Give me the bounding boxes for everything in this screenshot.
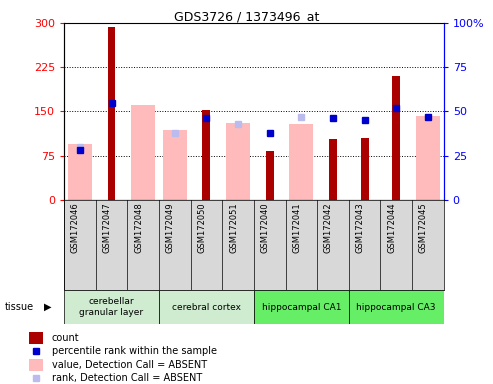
Text: GSM172049: GSM172049 [166, 202, 175, 253]
Text: GSM172040: GSM172040 [261, 202, 270, 253]
Text: GSM172047: GSM172047 [103, 202, 111, 253]
Bar [107, 27, 115, 200]
Text: GSM172048: GSM172048 [134, 202, 143, 253]
Text: count: count [52, 333, 79, 343]
Text: GDS3726 / 1373496_at: GDS3726 / 1373496_at [174, 10, 319, 23]
Text: percentile rank within the sample: percentile rank within the sample [52, 346, 217, 356]
Bar [416, 116, 440, 200]
Text: hippocampal CA1: hippocampal CA1 [262, 303, 341, 312]
Text: GSM172043: GSM172043 [355, 202, 365, 253]
Bar [64, 290, 159, 324]
Text: tissue: tissue [5, 302, 34, 312]
Bar [68, 144, 92, 200]
Text: cerebral cortex: cerebral cortex [172, 303, 241, 312]
Bar [289, 124, 313, 200]
Text: cerebellar
granular layer: cerebellar granular layer [79, 298, 143, 317]
Bar [392, 76, 400, 200]
Bar [163, 130, 187, 200]
Text: GSM172045: GSM172045 [419, 202, 428, 253]
Bar [159, 290, 254, 324]
Text: GSM172050: GSM172050 [197, 202, 207, 253]
Text: GSM172051: GSM172051 [229, 202, 238, 253]
Text: GSM172044: GSM172044 [387, 202, 396, 253]
Text: GSM172041: GSM172041 [292, 202, 301, 253]
Text: hippocampal CA3: hippocampal CA3 [356, 303, 436, 312]
Bar [266, 151, 274, 200]
Text: ▶: ▶ [44, 302, 52, 312]
Text: GSM172042: GSM172042 [324, 202, 333, 253]
Bar [254, 290, 349, 324]
Bar [131, 106, 155, 200]
Text: value, Detection Call = ABSENT: value, Detection Call = ABSENT [52, 360, 207, 370]
Bar [349, 290, 444, 324]
Bar [329, 139, 337, 200]
Text: rank, Detection Call = ABSENT: rank, Detection Call = ABSENT [52, 374, 202, 384]
Text: GSM172046: GSM172046 [71, 202, 80, 253]
Bar [29, 359, 43, 371]
Bar [226, 123, 250, 200]
Bar [203, 110, 211, 200]
Bar [29, 332, 43, 344]
Bar [361, 138, 369, 200]
